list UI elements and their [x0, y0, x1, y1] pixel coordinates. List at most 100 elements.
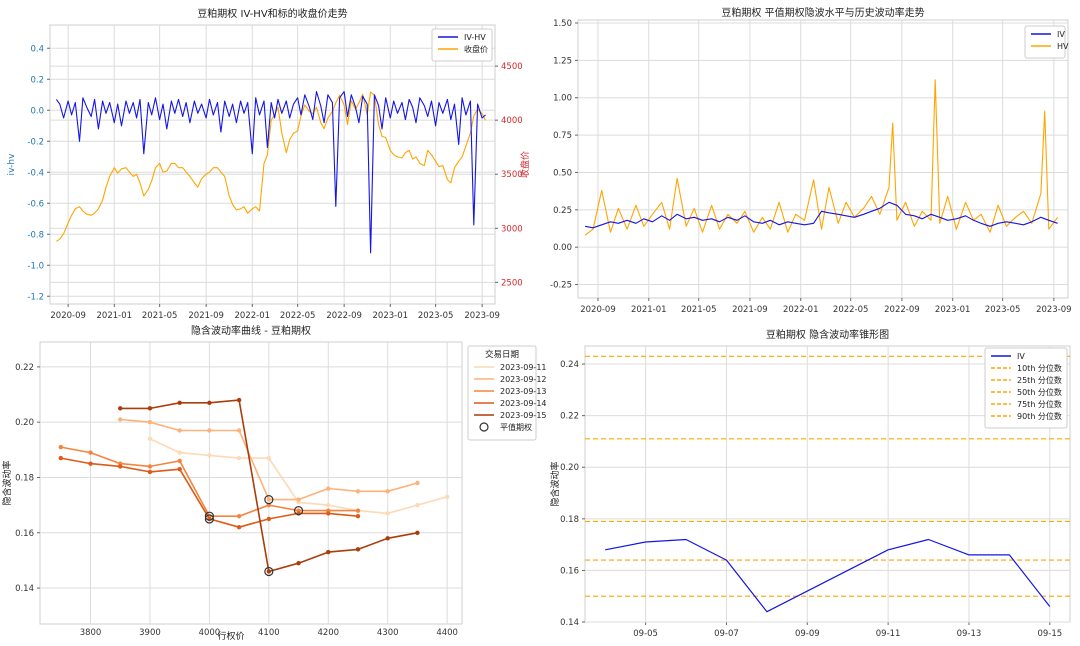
iv-curve-point	[58, 444, 64, 450]
y-tick-label: 1.50	[553, 19, 572, 29]
iv-curve-point	[296, 560, 301, 566]
iv-curve-point	[118, 406, 123, 411]
x-tick-label: 3800	[80, 628, 102, 638]
iv-curve-point	[326, 549, 331, 555]
x-tick-label: 2022-09	[884, 305, 920, 315]
atm-marker	[204, 511, 214, 521]
iv-curve-point	[326, 502, 331, 508]
x-tick-label: 2022-01	[783, 305, 819, 315]
legend-label: 2023-09-12	[500, 375, 547, 384]
chart-title: 豆粕期权 IV-HV和标的收盘价走势	[197, 7, 347, 20]
hv-line	[584, 79, 1059, 236]
legend-label: 25th 分位数	[1017, 375, 1062, 385]
legend-label: 75th 分位数	[1017, 399, 1062, 409]
legend-label: HV	[1057, 42, 1069, 51]
y-tick-label: 1.00	[553, 94, 572, 104]
x-tick-label: 09-05	[633, 629, 658, 639]
legend-label: 2023-09-13	[500, 387, 547, 396]
x-tick-label: 4000	[199, 628, 221, 638]
y-tick-label: -1.2	[27, 292, 44, 302]
x-tick-label: 3900	[139, 628, 161, 638]
x-tick-label: 2023-01	[373, 311, 409, 321]
legend-label: 90th 分位数	[1017, 411, 1062, 421]
x-tick-label: 09-15	[1037, 629, 1062, 639]
x-axis-label: 行权价	[217, 630, 244, 642]
iv-curve-point	[415, 502, 420, 508]
iv-curve-point	[88, 461, 93, 466]
iv-curve-point	[147, 436, 153, 441]
iv-curve-point	[147, 464, 153, 469]
iv-curve-point	[236, 513, 242, 519]
y-axis-label: iv-hv	[7, 153, 17, 176]
legend-label: IV	[1057, 30, 1065, 39]
y-tick-label: 0.14	[15, 584, 34, 594]
legend-label: IV-HV	[464, 33, 486, 42]
iv-curve-point	[266, 569, 272, 574]
iv-curve-point	[266, 516, 272, 522]
x-tick-label: 2021-09	[732, 305, 768, 315]
y2-axis-label: 收盘价	[519, 151, 531, 178]
y-tick-label: -0.25	[550, 281, 572, 291]
y-tick-label: 4500	[501, 62, 523, 72]
iv-curve-point	[147, 419, 153, 425]
x-tick-label: 2022-05	[280, 311, 316, 321]
x-tick-label: 2023-09	[464, 311, 500, 321]
y-tick-label: -0.6	[27, 199, 44, 209]
atm-marker	[264, 494, 274, 505]
x-tick-label: 2023-09	[1036, 305, 1072, 315]
x-tick-label: 4400	[436, 628, 458, 638]
plot-frame	[577, 19, 1069, 299]
y-tick-label: 0.14	[560, 618, 579, 628]
y-axis-label: 隐含波动率	[549, 461, 561, 506]
atm-marker	[204, 514, 214, 524]
x-tick-label: 4200	[317, 628, 339, 638]
y-tick-label: 0.24	[560, 360, 579, 370]
iv-line	[584, 201, 1058, 229]
x-tick-label: 2021-01	[631, 305, 667, 315]
y-tick-label: 4000	[501, 116, 523, 126]
iv-curve-point	[444, 494, 450, 500]
close-price-line	[56, 91, 486, 242]
y-tick-label: 0.18	[560, 515, 579, 525]
iv-curve-point	[118, 417, 123, 422]
legend-label: IV	[1017, 352, 1025, 361]
x-tick-label: 2021-09	[188, 311, 224, 321]
plot-frame	[49, 24, 496, 305]
iv-curve-point	[177, 400, 182, 406]
iv-curve-point	[266, 455, 272, 461]
legend-label: 2023-09-14	[500, 399, 547, 408]
legend: IV 10th 分位数 25th 分位数 50th 分位数 75th 分位数 90th 分…	[984, 347, 1068, 429]
iv-curve-point	[385, 536, 390, 541]
iv-curve-point	[177, 450, 182, 455]
legend-label: 2023-09-15	[500, 411, 547, 420]
y-tick-label: 0.25	[553, 206, 572, 216]
x-tick-label: 2021-01	[97, 311, 133, 321]
y-tick-label: -0.8	[27, 230, 44, 240]
iv-curve-point	[207, 453, 212, 458]
chart-title: 豆粕期权 隐含波动率锥形图	[766, 328, 889, 341]
y-tick-label: -0.2	[27, 137, 44, 147]
y-tick-label: -0.4	[27, 168, 44, 178]
legend-title: 交易日期	[485, 349, 519, 360]
y-tick-label: 0.18	[15, 473, 34, 483]
y-tick-label: 3000	[501, 224, 523, 234]
iv-curve-point	[415, 480, 420, 486]
y-tick-label: 0.2	[30, 75, 44, 85]
x-tick-label: 2023-05	[985, 305, 1021, 315]
x-tick-label: 09-13	[957, 629, 982, 639]
iv-curve-point	[355, 513, 361, 519]
y-tick-label: 0.75	[553, 131, 572, 141]
legend: IV-HV 收盘价	[431, 28, 493, 62]
plot-frame	[39, 341, 463, 625]
x-tick-label: 2022-01	[235, 311, 271, 321]
iv-curve-point	[207, 428, 212, 433]
y-tick-label: 0.00	[553, 243, 572, 253]
legend-marker	[479, 422, 489, 432]
iv-curve-point	[326, 511, 331, 516]
iv-curve-point	[236, 397, 242, 403]
iv-curve-point	[236, 428, 242, 433]
x-tick-label: 2023-01	[935, 305, 971, 315]
legend-label: 10th 分位数	[1017, 363, 1062, 373]
iv-curve-point	[177, 458, 182, 464]
